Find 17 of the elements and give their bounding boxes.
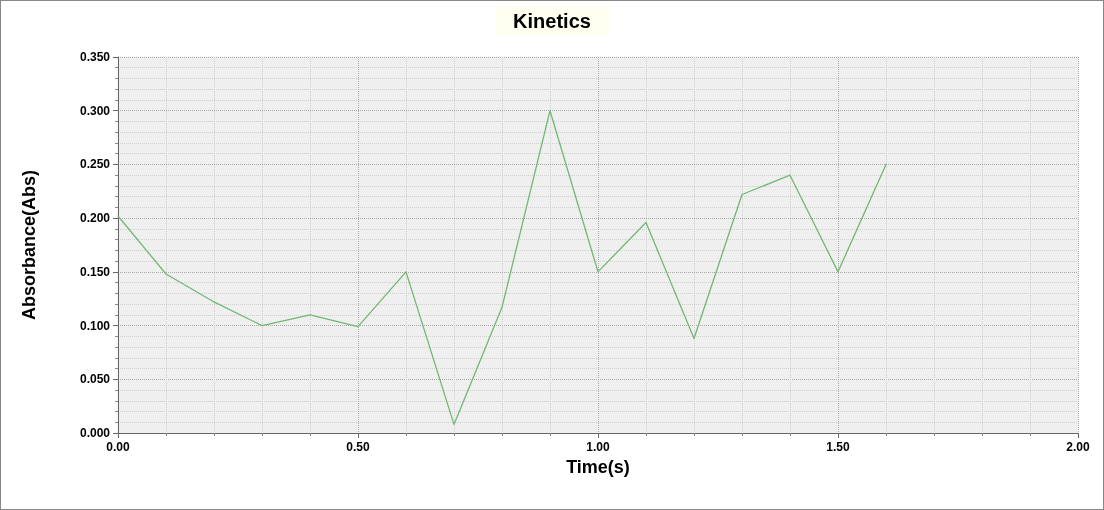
x-axis-title: Time(s) (566, 456, 630, 477)
line-series (117, 110, 887, 426)
y-axis-title: Absorbance(Abs) (19, 169, 39, 321)
x-tick-label: 0.50 (346, 440, 370, 454)
y-tick-label: 0.250 (79, 157, 111, 172)
y-tick-label: 0.150 (79, 264, 111, 279)
x-tick-label: 1.00 (586, 440, 610, 454)
x-tick-label: 0.00 (106, 440, 130, 454)
x-tick-label: 2.00 (1066, 440, 1090, 454)
y-tick-label: 0.200 (79, 211, 111, 226)
y-tick-label: 0.100 (79, 318, 111, 333)
chart-title: Kinetics (513, 10, 591, 32)
x-tick-label: 1.50 (826, 440, 850, 454)
y-tick-label: 0.300 (79, 103, 111, 118)
y-tick-label: 0.000 (79, 426, 111, 440)
y-tick-label: 0.050 (79, 372, 111, 387)
y-tick-label: 0.350 (79, 50, 111, 64)
